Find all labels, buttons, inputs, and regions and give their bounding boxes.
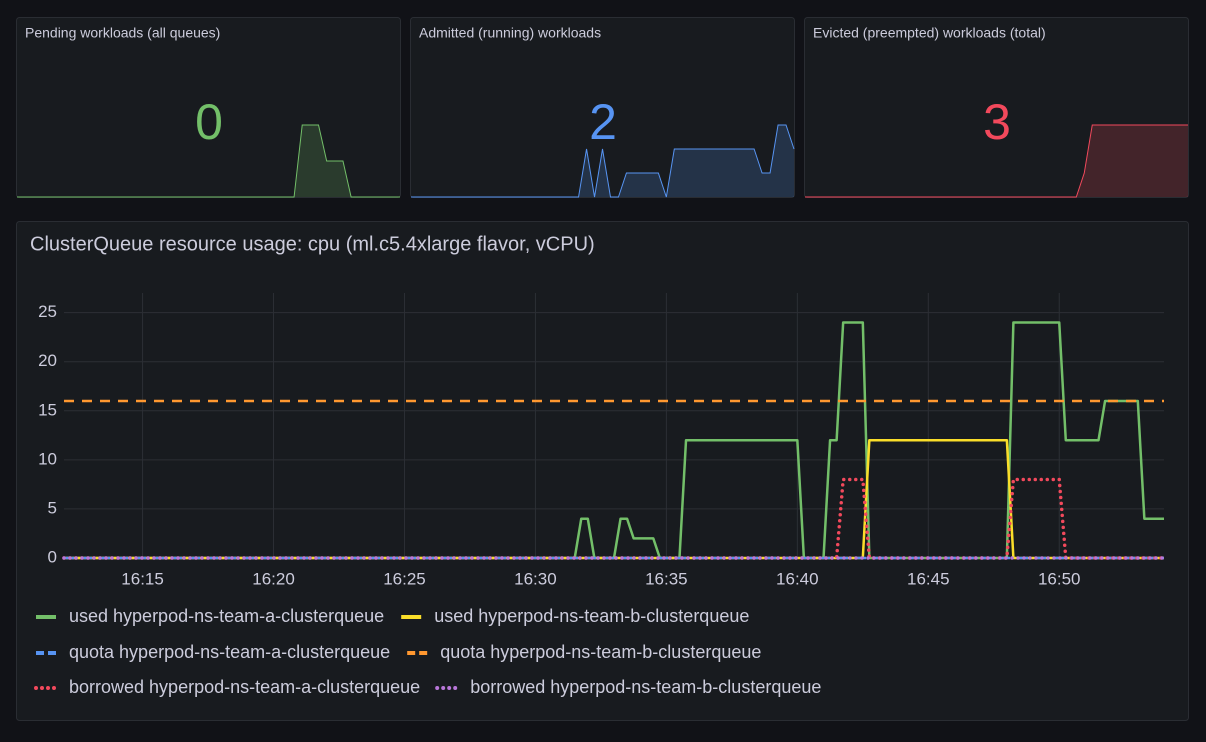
x-tick-label: 16:35 bbox=[645, 569, 688, 588]
sparkline bbox=[17, 124, 400, 198]
sparkline-area bbox=[805, 125, 1188, 197]
stat-value: 0 bbox=[195, 94, 223, 150]
y-tick-label: 15 bbox=[38, 400, 57, 419]
y-tick-label: 10 bbox=[38, 449, 57, 468]
y-tick-label: 5 bbox=[48, 498, 57, 517]
stat-panel bbox=[410, 17, 795, 198]
stat-title: Admitted (running) workloads bbox=[419, 25, 601, 41]
legend-label: quota hyperpod-ns-team-a-clusterqueue bbox=[69, 642, 390, 662]
legend-label: borrowed hyperpod-ns-team-b-clusterqueue bbox=[470, 677, 821, 697]
x-tick-label: 16:40 bbox=[776, 569, 819, 588]
sparkline-area bbox=[411, 125, 794, 197]
series-line bbox=[62, 477, 1166, 560]
y-tick-label: 20 bbox=[38, 351, 57, 370]
sparkline-area bbox=[17, 125, 400, 197]
stat-title: Pending workloads (all queues) bbox=[25, 25, 220, 41]
stat-title: Evicted (preempted) workloads (total) bbox=[813, 25, 1046, 41]
x-tick-label: 16:15 bbox=[121, 569, 164, 588]
sparkline bbox=[411, 124, 795, 198]
chart-title: ClusterQueue resource usage: cpu (ml.c5.… bbox=[30, 233, 595, 255]
x-tick-label: 16:45 bbox=[907, 569, 950, 588]
sparkline bbox=[805, 124, 1188, 198]
legend-label: used hyperpod-ns-team-a-clusterqueue bbox=[69, 606, 384, 626]
legend-label: quota hyperpod-ns-team-b-clusterqueue bbox=[440, 642, 761, 662]
legend-label: borrowed hyperpod-ns-team-a-clusterqueue bbox=[69, 677, 420, 697]
x-tick-label: 16:25 bbox=[383, 569, 426, 588]
stat-value: 2 bbox=[589, 94, 617, 150]
legend-label: used hyperpod-ns-team-b-clusterqueue bbox=[434, 606, 749, 626]
y-tick-label: 25 bbox=[38, 302, 57, 321]
x-tick-label: 16:50 bbox=[1038, 569, 1081, 588]
chart-panel bbox=[16, 221, 1189, 721]
x-tick-label: 16:20 bbox=[252, 569, 295, 588]
y-tick-label: 0 bbox=[48, 547, 57, 566]
x-tick-label: 16:30 bbox=[514, 569, 557, 588]
stat-value: 3 bbox=[983, 94, 1011, 150]
